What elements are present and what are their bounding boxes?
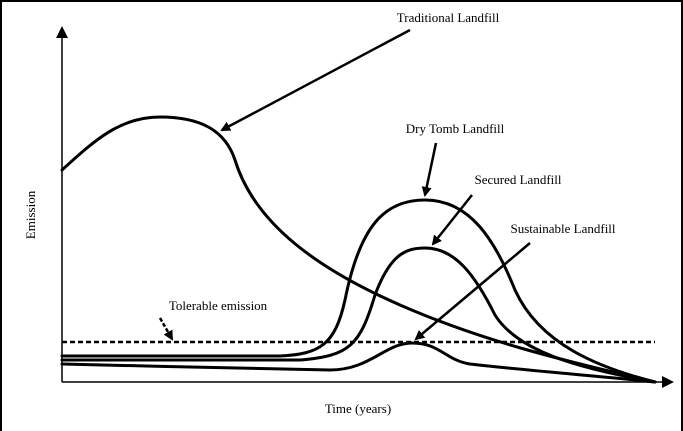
- curve-label: Traditional Landfill: [397, 10, 500, 25]
- secured-curve: [60, 246, 657, 384]
- curve-label: Sustainable Landfill: [510, 221, 615, 236]
- pointer: [421, 142, 438, 197]
- curve-label: Secured Landfill: [475, 172, 562, 187]
- threshold-label: Tolerable emission: [169, 298, 268, 313]
- dry-tomb-curve: [60, 198, 657, 384]
- pointer: [220, 28, 411, 132]
- sustainable-curve: [60, 341, 657, 384]
- curve-label: Dry Tomb Landfill: [406, 121, 505, 136]
- y-axis-label: Emission: [23, 190, 38, 239]
- pointer: [431, 194, 473, 246]
- x-axis-label: Time (years): [325, 401, 391, 416]
- traditional-curve: [60, 115, 657, 384]
- pointer: [158, 317, 174, 341]
- pointer: [414, 242, 531, 341]
